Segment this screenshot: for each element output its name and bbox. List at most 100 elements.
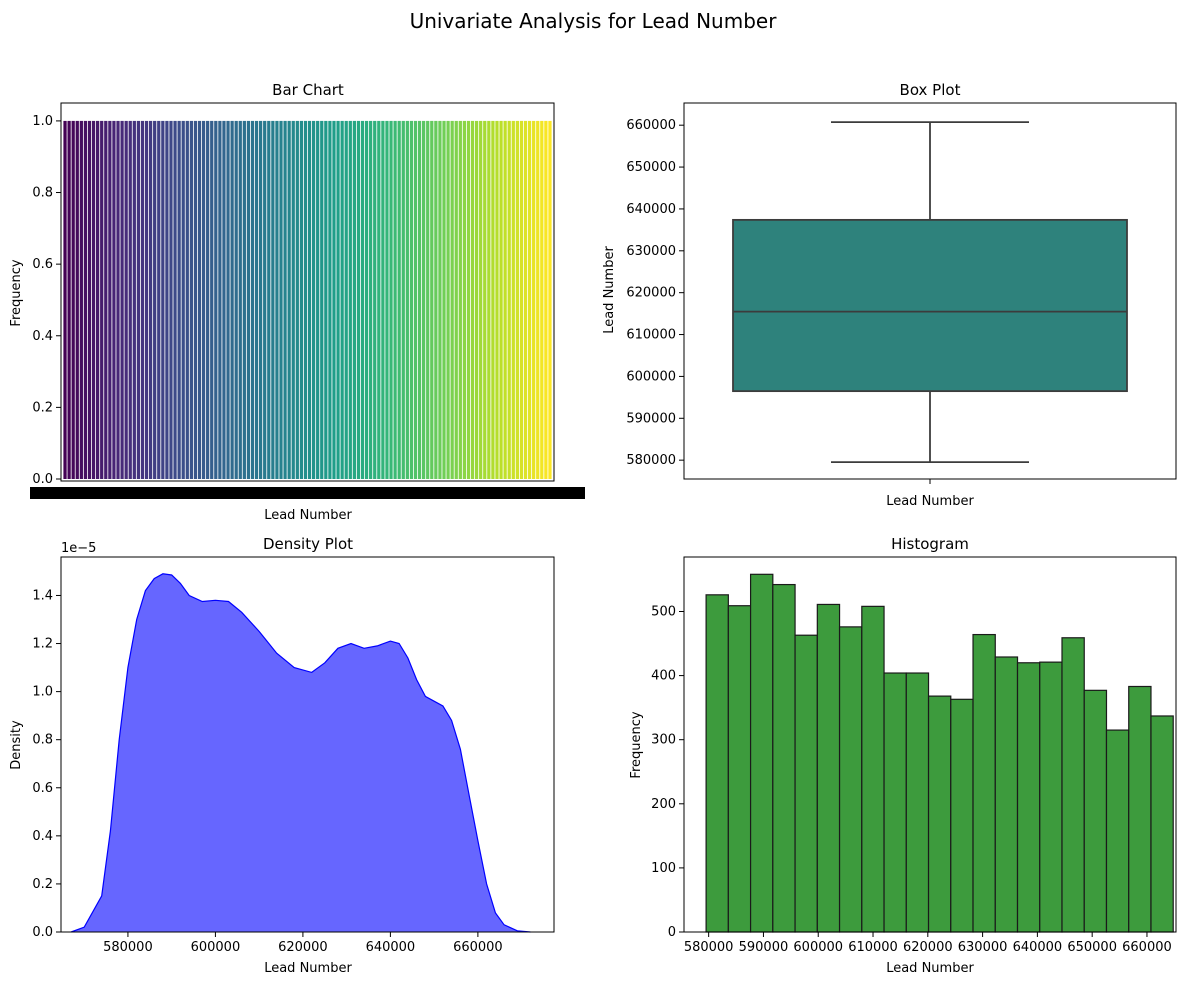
bar-ytick-label: 0.8 <box>32 186 53 201</box>
bar <box>140 120 145 480</box>
bar <box>462 120 467 480</box>
density-ytick-label: 0.2 <box>32 877 53 892</box>
bar-chart-ylabel: Frequency <box>9 259 24 326</box>
bar <box>173 120 177 480</box>
bar <box>377 120 381 480</box>
histogram-bar <box>727 605 752 933</box>
bar <box>417 120 422 480</box>
bar <box>165 120 169 480</box>
bar <box>108 120 112 480</box>
bar <box>136 120 141 480</box>
bar <box>144 120 149 480</box>
bar <box>295 120 299 480</box>
histogram-bar <box>816 603 841 933</box>
density-plot-xticks: 580000 600000 620000 640000 660000 <box>103 932 503 955</box>
bar <box>254 120 259 480</box>
density-ytick-label: 0.4 <box>32 829 53 844</box>
box-plot-marks <box>732 121 1128 464</box>
histogram-bar <box>1061 637 1085 933</box>
density-plot-title: Density Plot <box>263 535 353 553</box>
bar-chart-yticks: 0.0 0.2 0.4 0.6 0.8 1.0 <box>32 114 61 487</box>
bar <box>226 120 230 480</box>
bar <box>222 120 226 480</box>
bar <box>275 120 279 480</box>
bar <box>401 120 405 480</box>
bar <box>250 120 255 480</box>
bar <box>483 120 487 480</box>
bar <box>434 120 438 480</box>
density-xtick-label: 640000 <box>366 940 416 955</box>
bar <box>340 120 344 480</box>
bar <box>153 120 157 480</box>
bar <box>283 120 287 480</box>
box-ytick-label: 640000 <box>626 202 676 217</box>
bar <box>474 120 479 480</box>
bar-ytick-label: 0.6 <box>32 257 53 272</box>
density-plot-xlabel: Lead Number <box>264 961 352 976</box>
histogram-frame <box>683 556 1177 933</box>
bar <box>238 120 242 480</box>
bar <box>479 120 483 480</box>
box-ytick-label: 580000 <box>626 453 676 468</box>
hist-xtick-label: 600000 <box>793 940 843 955</box>
bar <box>352 120 356 480</box>
density-plot-ylabel: Density <box>9 720 24 770</box>
bar <box>246 120 251 480</box>
histogram-bar <box>994 656 1019 933</box>
bar <box>373 120 377 480</box>
box-plot-title: Box Plot <box>900 81 961 99</box>
bar <box>446 120 450 480</box>
histogram-bar <box>905 672 930 933</box>
bar <box>364 120 369 480</box>
bar <box>185 120 189 480</box>
hist-xtick-label: 610000 <box>848 940 898 955</box>
bar <box>316 120 320 480</box>
histogram-bar <box>883 672 907 933</box>
bar <box>348 120 352 480</box>
bar <box>409 120 414 480</box>
bar <box>499 120 503 480</box>
bar-ytick-label: 1.0 <box>32 114 53 129</box>
hist-xtick-label: 650000 <box>1067 940 1117 955</box>
histogram-bar <box>772 583 796 933</box>
bar <box>124 120 128 480</box>
box-ytick-label: 610000 <box>626 328 676 343</box>
bar-ytick-label: 0.2 <box>32 400 53 415</box>
box-ytick-label: 590000 <box>626 411 676 426</box>
bar <box>263 120 267 480</box>
density-plot-yticks: 0.0 0.2 0.4 0.6 0.8 1.0 1.2 1.4 <box>32 588 61 940</box>
hist-ytick-label: 100 <box>651 861 676 876</box>
histogram-bars <box>705 573 1174 933</box>
bar <box>79 120 83 480</box>
box-ytick-label: 620000 <box>626 286 676 301</box>
bar <box>75 120 79 480</box>
bar <box>503 120 507 480</box>
bar <box>389 120 393 480</box>
histogram-bar <box>749 573 774 933</box>
box-ytick-label: 630000 <box>626 244 676 259</box>
bar <box>307 120 312 480</box>
histogram-bar <box>927 695 952 933</box>
histogram-bar <box>1150 715 1174 933</box>
hist-ytick-label: 400 <box>651 669 676 684</box>
box-plot-xlabel: Lead Number <box>886 494 974 509</box>
bar <box>91 120 96 480</box>
iqr-box <box>732 218 1128 393</box>
box-plot-panel: Box Plot Lead Number Lead Number 5800005… <box>602 81 1177 509</box>
box-ytick-label: 650000 <box>626 160 676 175</box>
bar <box>491 120 495 480</box>
density-ytick-label: 1.0 <box>32 685 53 700</box>
bar <box>193 120 198 480</box>
histogram-bar <box>1039 661 1063 933</box>
histogram-bar <box>972 633 996 933</box>
bar <box>536 120 540 480</box>
bar <box>230 120 234 480</box>
bar <box>511 120 515 480</box>
bar <box>470 120 475 480</box>
density-xtick-label: 620000 <box>278 940 328 955</box>
density-xtick-label: 600000 <box>191 940 241 955</box>
suptitle: Univariate Analysis for Lead Number <box>410 9 778 33</box>
bar <box>438 120 442 480</box>
bar <box>100 120 104 480</box>
bar <box>336 120 340 480</box>
